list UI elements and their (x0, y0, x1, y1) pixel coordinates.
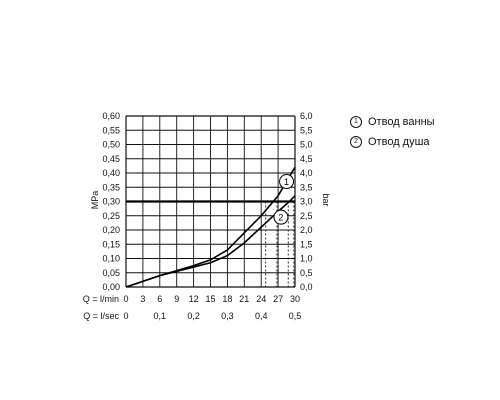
y-tick-label-right: 3,0 (300, 197, 313, 207)
y-tick-label-right: 1,0 (300, 254, 313, 264)
legend-item-shower: 2 Отвод душа (350, 132, 435, 152)
y-tick-label-left: 0,40 (102, 168, 120, 178)
x-tick-label-sec: 0,1 (154, 311, 167, 321)
x-tick-label-min: 21 (239, 294, 249, 304)
y-tick-label-left: 0,30 (102, 197, 120, 207)
y-tick-label-right: 0,0 (300, 282, 313, 292)
y-tick-label-left: 0,00 (102, 282, 120, 292)
x-tick-label-min: 12 (189, 294, 199, 304)
y-tick-label-left: 0,35 (102, 182, 120, 192)
y-tick-label-right: 6,0 (300, 111, 313, 121)
axis-tick-labels: 0 3 6 9 12 15 18 21 24 27 300 0,1 0,2 0,3 0,4 0,50,00 0,… (102, 111, 312, 321)
x-tick-label-sec: 0,5 (289, 311, 302, 321)
y-tick-label-left: 0,45 (102, 154, 120, 164)
x-tick-label-min: 15 (205, 294, 215, 304)
x-tick-label-min: 6 (157, 294, 162, 304)
x-tick-label-sec: 0,2 (187, 311, 200, 321)
y-tick-label-right: 3,5 (300, 182, 313, 192)
legend-marker-2: 2 (350, 136, 362, 148)
x-tick-label-min: 30 (290, 294, 300, 304)
y-axis-right-label: bar (321, 193, 331, 206)
legend-marker-1: 1 (350, 116, 362, 128)
legend-label-shower: Отвод душа (368, 136, 430, 148)
marker-label: 1 (284, 177, 289, 187)
y-tick-label-right: 0,5 (300, 268, 313, 278)
x-tick-label-sec: 0,3 (221, 311, 234, 321)
y-tick-label-right: 2,0 (300, 225, 313, 235)
series-line-2 (125, 195, 296, 288)
marker-circle (273, 209, 289, 225)
x-tick-label-min: 0 (123, 294, 128, 304)
y-tick-label-left: 0,50 (102, 140, 120, 150)
x-tick-label-sec: 0 (123, 311, 128, 321)
y-tick-label-right: 1,5 (300, 239, 313, 249)
legend-item-bath: 1 Отвод ванны (350, 112, 435, 132)
x-tick-label-min: 9 (174, 294, 179, 304)
x-tick-label-min: 27 (273, 294, 283, 304)
y-tick-label-right: 4,0 (300, 168, 313, 178)
y-tick-label-left: 0,10 (102, 254, 120, 264)
x-tick-label-min: 24 (256, 294, 266, 304)
series-marker-1: 1 (279, 174, 295, 190)
x-axis-label-min: Q = l/min (83, 294, 119, 304)
y-tick-label-left: 0,25 (102, 211, 120, 221)
legend: 1 Отвод ванны 2 Отвод душа (350, 112, 435, 152)
series-marker-2: 2 (273, 209, 289, 225)
y-tick-label-left: 0,15 (102, 239, 120, 249)
y-tick-label-left: 0,55 (102, 125, 120, 135)
x-tick-label-min: 3 (140, 294, 145, 304)
y-tick-label-right: 2,5 (300, 211, 313, 221)
chart-markers: 12 (273, 174, 295, 225)
marker-label: 2 (278, 213, 283, 223)
x-axis-label-sec: Q = l/sec (83, 311, 119, 321)
y-axis-left-label: MPa (90, 191, 100, 210)
legend-label-bath: Отвод ванны (368, 116, 435, 128)
x-tick-label-min: 18 (222, 294, 232, 304)
y-tick-label-right: 4,5 (300, 154, 313, 164)
y-tick-label-left: 0,05 (102, 268, 120, 278)
y-tick-label-left: 0,60 (102, 111, 120, 121)
x-tick-label-sec: 0,4 (255, 311, 268, 321)
chart-series (125, 166, 296, 288)
y-tick-label-left: 0,20 (102, 225, 120, 235)
marker-circle (279, 174, 295, 190)
y-tick-label-right: 5,0 (300, 140, 313, 150)
y-tick-label-right: 5,5 (300, 125, 313, 135)
